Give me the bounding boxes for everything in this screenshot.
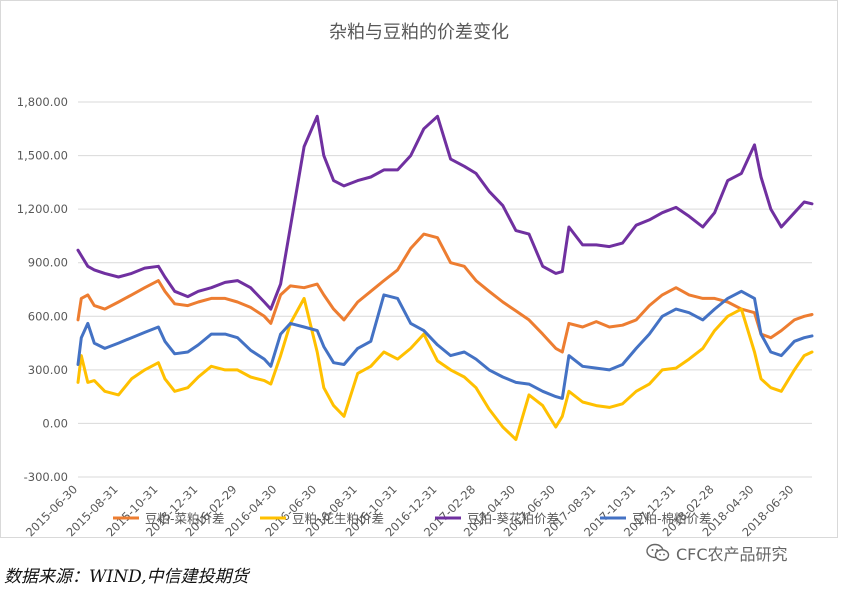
watermark-text: CFC农产品研究 — [676, 545, 788, 564]
y-tick-label: 0.00 — [42, 416, 68, 430]
series-line-1 — [76, 232, 814, 354]
legend-label: 豆粕-葵花粕价差 — [467, 511, 559, 526]
source-note: 数据来源：WIND,中信建投期货 — [4, 567, 249, 587]
series-lines — [76, 114, 814, 441]
chart-title: 杂粕与豆粕的价差变化 — [329, 22, 509, 43]
series-line-3 — [76, 114, 814, 311]
grid-lines — [78, 101, 812, 478]
legend: 豆粕-菜粕价差 豆粕-花生粕价差 豆粕-葵花粕价差 豆粕-棉粕价差 — [113, 511, 712, 526]
y-tick-label: 1,200.00 — [17, 202, 68, 216]
series-line-2 — [76, 296, 814, 441]
y-tick-label: 900.00 — [28, 256, 68, 270]
y-tick-label: 1,500.00 — [17, 149, 68, 163]
wechat-icon — [646, 543, 670, 561]
y-tick-label: 1,800.00 — [17, 95, 68, 109]
legend-label: 豆粕-棉粕价差 — [632, 511, 712, 526]
watermark: CFC农产品研究 — [646, 540, 788, 566]
series-line-4 — [76, 289, 814, 400]
y-tick-label: 300.00 — [28, 363, 68, 377]
legend-label: 豆粕-花生粕价差 — [292, 511, 384, 526]
y-tick-label: 600.00 — [28, 309, 68, 323]
y-tick-label: -300.00 — [24, 470, 68, 484]
y-axis-labels: -300.00 0.00 300.00 600.00 900.00 1,200.00 1,5… — [17, 95, 68, 484]
legend-label: 豆粕-菜粕价差 — [145, 511, 225, 526]
